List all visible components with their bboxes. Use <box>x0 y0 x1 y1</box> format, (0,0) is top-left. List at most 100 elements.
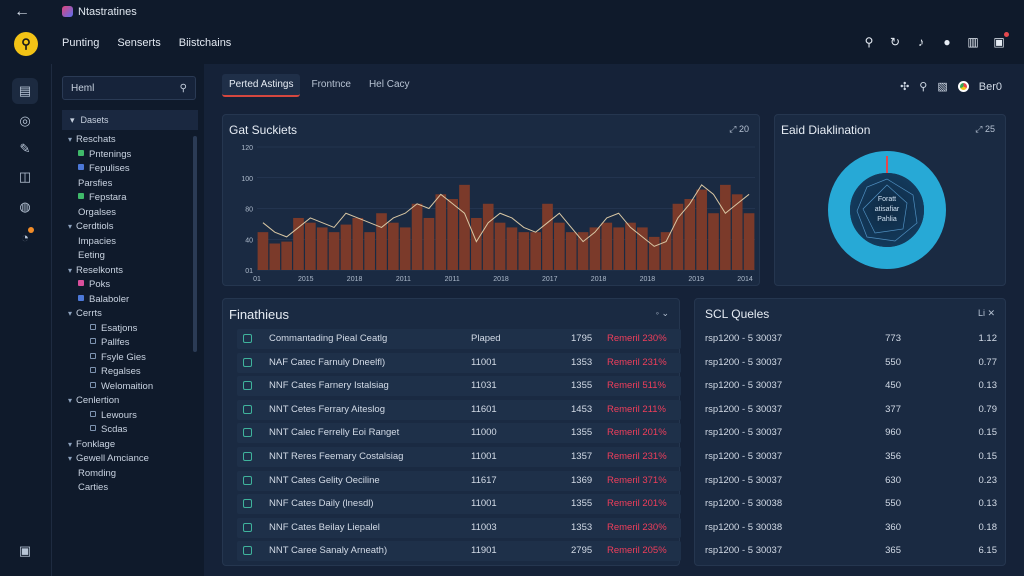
bar[interactable] <box>340 224 352 270</box>
bar[interactable] <box>660 232 672 270</box>
bar[interactable] <box>471 217 482 270</box>
table-row[interactable]: NNT Caree Sanaly Arneath) 11901 2795 Remeri… <box>237 541 681 562</box>
bar[interactable] <box>601 222 613 270</box>
bar[interactable] <box>269 243 281 270</box>
bar[interactable] <box>494 222 506 270</box>
tree-item[interactable]: Orgalses <box>78 207 116 218</box>
table-row[interactable]: NNF Cates Farnery Istalsiag 11031 1355 Reme… <box>237 376 681 397</box>
target-icon[interactable]: ◎ <box>19 113 31 128</box>
chevron-down-icon[interactable]: ▾ <box>68 396 73 405</box>
row-checkbox-icon[interactable] <box>243 381 252 391</box>
back-arrow-icon[interactable]: ← <box>14 3 30 20</box>
row-checkbox-icon[interactable] <box>243 334 252 343</box>
sql-row[interactable]: rsp1200 - 5 30038 360 0.18 <box>705 518 997 538</box>
row-checkbox-icon[interactable] <box>243 404 252 414</box>
tree-item[interactable]: Lewours <box>90 410 137 421</box>
bar[interactable] <box>352 217 364 270</box>
tree-item[interactable]: Scdas <box>90 424 127 435</box>
chevron-down-icon[interactable]: ▾ <box>68 309 73 318</box>
donut-actions[interactable]: ⤢ 25 <box>975 124 995 134</box>
table-row[interactable]: NNT Cetes Ferrary Aiteslog 11601 1453 Remer… <box>237 399 681 420</box>
tab-1[interactable]: Perted Astings <box>222 74 301 97</box>
tree-item[interactable]: ▾ Reschats <box>68 134 116 145</box>
bar[interactable] <box>482 203 494 270</box>
bar[interactable] <box>613 227 624 270</box>
bar[interactable] <box>554 222 565 270</box>
tree-item[interactable]: Fepulises <box>78 163 130 174</box>
bar[interactable] <box>637 227 648 270</box>
search-icon[interactable]: ⚲ <box>179 82 187 94</box>
brand-logo-icon[interactable]: ⚲ <box>14 32 38 56</box>
tree-item[interactable]: Welomaition <box>90 381 153 392</box>
bar-chart-actions[interactable]: ⤢ 20 <box>729 124 749 134</box>
row-checkbox-icon[interactable] <box>243 546 252 556</box>
tree-item[interactable]: Regalses <box>90 366 141 377</box>
bar[interactable] <box>530 232 541 270</box>
chevron-down-icon[interactable]: ▾ <box>68 454 73 463</box>
table-row[interactable]: NAF Catec Farnuly Dneelfl) 11001 1353 Remer… <box>237 352 681 373</box>
row-checkbox-icon[interactable] <box>243 522 252 532</box>
table-row[interactable]: Commantading Pieal Ceatlg Plaped 1795 Remer… <box>237 329 681 349</box>
bar[interactable] <box>625 222 636 270</box>
nav-item-1[interactable]: Punting <box>62 37 100 49</box>
tree-item[interactable]: Parsfies <box>78 178 112 189</box>
bar[interactable] <box>376 213 387 270</box>
bar[interactable] <box>257 232 269 270</box>
bar[interactable] <box>648 236 660 270</box>
search-input[interactable]: Heml <box>71 82 95 94</box>
table-row[interactable]: NNF Cates Beilay Liepalel 11003 1353 Remeri… <box>237 517 681 538</box>
tree-item[interactable]: ▾ Gewell Amciance <box>68 453 149 464</box>
chevron-down-icon[interactable]: ▾ <box>68 439 73 449</box>
tree-item[interactable]: Balaboler <box>78 294 129 305</box>
bar[interactable] <box>518 232 530 270</box>
bar[interactable] <box>423 217 435 270</box>
cube-icon[interactable]: ◫ <box>18 169 32 184</box>
table-row[interactable]: NNT Reres Feemary Costalsiag 11001 1357 Rem… <box>237 447 681 467</box>
bar[interactable] <box>305 222 316 270</box>
search-icon[interactable]: ⚲ <box>919 81 928 93</box>
sql-row[interactable]: rsp1200 - 5 30037 960 0.15 <box>705 423 997 443</box>
search-icon[interactable]: ⚲ <box>864 35 874 49</box>
tree-item[interactable]: Romding <box>78 468 116 479</box>
bar[interactable] <box>589 227 601 270</box>
bar[interactable] <box>731 194 743 270</box>
bar[interactable] <box>708 213 719 270</box>
dashboard-icon[interactable]: ▤ <box>12 78 38 104</box>
info-icon[interactable]: ● <box>943 35 951 49</box>
sql-actions[interactable]: Li ✕ <box>977 308 995 318</box>
document-icon[interactable]: ▥ <box>967 35 979 49</box>
share-icon[interactable]: ✣ <box>900 81 910 93</box>
bar[interactable] <box>577 232 589 270</box>
chevron-down-icon[interactable]: ▾ <box>68 135 73 144</box>
bar[interactable] <box>720 184 731 270</box>
tree-item[interactable]: Pntenings <box>78 149 131 160</box>
export-icon[interactable]: ▧ <box>937 81 948 93</box>
sidebar-search[interactable]: Heml ⚲ <box>62 76 196 100</box>
profile-label[interactable]: Ber0 <box>978 80 1002 93</box>
bar[interactable] <box>565 232 577 270</box>
sidebar-scrollbar[interactable] <box>193 136 197 352</box>
browser-icon[interactable] <box>957 81 969 92</box>
bar[interactable] <box>411 203 423 270</box>
tree-item[interactable]: Esatjons <box>90 323 137 334</box>
sql-row[interactable]: rsp1200 - 5 30037 377 0.79 <box>705 400 997 420</box>
bar[interactable] <box>447 199 458 270</box>
chevron-down-icon[interactable]: ▾ <box>68 265 73 275</box>
chevron-down-icon[interactable]: ▾ <box>68 222 73 231</box>
bar[interactable] <box>281 241 292 270</box>
settings-icon[interactable]: ▣ <box>18 543 32 558</box>
bar[interactable] <box>388 222 399 270</box>
tree-item[interactable]: Fepstara <box>78 192 127 203</box>
tree-item[interactable]: ▾ Cenlertion <box>68 395 119 406</box>
row-checkbox-icon[interactable] <box>243 357 252 367</box>
sql-row[interactable]: rsp1200 - 5 30037 630 0.23 <box>705 471 997 491</box>
tree-item[interactable]: ▾ Fonklage <box>68 439 115 450</box>
alert-icon[interactable]: ◔ <box>12 224 38 250</box>
row-checkbox-icon[interactable] <box>243 499 252 509</box>
bar[interactable] <box>399 227 411 270</box>
bar[interactable] <box>364 232 375 270</box>
tree-item[interactable]: ▾ Cerrts <box>68 308 102 319</box>
tree-item[interactable]: Pallfes <box>90 337 130 348</box>
nav-item-2[interactable]: Senserts <box>117 37 161 49</box>
table-row[interactable]: NNT Cates Gelity Oeciline 11617 1369 Remeri… <box>237 470 681 491</box>
